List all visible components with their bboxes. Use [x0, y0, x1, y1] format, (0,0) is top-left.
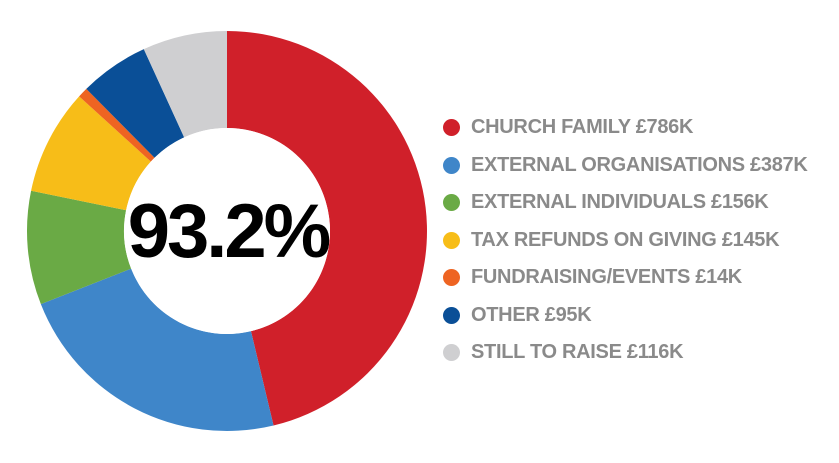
legend-color-dot — [443, 194, 460, 212]
legend-item: STILL TO RAISE £116K — [443, 334, 833, 372]
donut-chart: 93.2% — [26, 31, 427, 431]
donut-slice-6 — [86, 49, 185, 158]
donut-slice-4 — [31, 96, 151, 211]
legend-label: STILL TO RAISE £116K — [471, 341, 684, 364]
legend-item: TAX REFUNDS ON GIVING £145K — [443, 222, 833, 260]
donut-slice-7 — [143, 31, 227, 138]
legend-color-dot — [443, 156, 460, 174]
legend: CHURCH FAMILY £786K EXTERNAL ORGANISATION… — [443, 109, 833, 372]
legend-color-dot — [443, 231, 460, 249]
legend-item: CHURCH FAMILY £786K — [443, 109, 833, 147]
donut-slices — [26, 31, 427, 431]
legend-label: EXTERNAL INDIVIDUALS £156K — [471, 191, 769, 214]
legend-color-dot — [443, 119, 460, 137]
legend-label: EXTERNAL ORGANISATIONS £387K — [471, 153, 808, 176]
donut-slice-5 — [79, 88, 155, 162]
center-percentage-label: 93.2% — [128, 189, 330, 274]
donut-slice-1 — [227, 31, 427, 426]
legend-label: TAX REFUNDS ON GIVING £145K — [471, 228, 780, 251]
legend-item: FUNDRAISING/EVENTS £14K — [443, 259, 833, 297]
legend-item: EXTERNAL ORGANISATIONS £387K — [443, 147, 833, 185]
legend-item: OTHER £95K — [443, 297, 833, 335]
legend-label: CHURCH FAMILY £786K — [471, 116, 694, 139]
donut-slice-2 — [40, 268, 274, 431]
legend-item: EXTERNAL INDIVIDUALS £156K — [443, 184, 833, 222]
legend-color-dot — [443, 344, 460, 362]
legend-color-dot — [443, 306, 460, 324]
donut-hole — [124, 128, 330, 334]
donut-slice-3 — [26, 190, 132, 305]
legend-color-dot — [443, 269, 460, 287]
legend-label: OTHER £95K — [471, 303, 592, 326]
legend-label: FUNDRAISING/EVENTS £14K — [471, 266, 742, 289]
